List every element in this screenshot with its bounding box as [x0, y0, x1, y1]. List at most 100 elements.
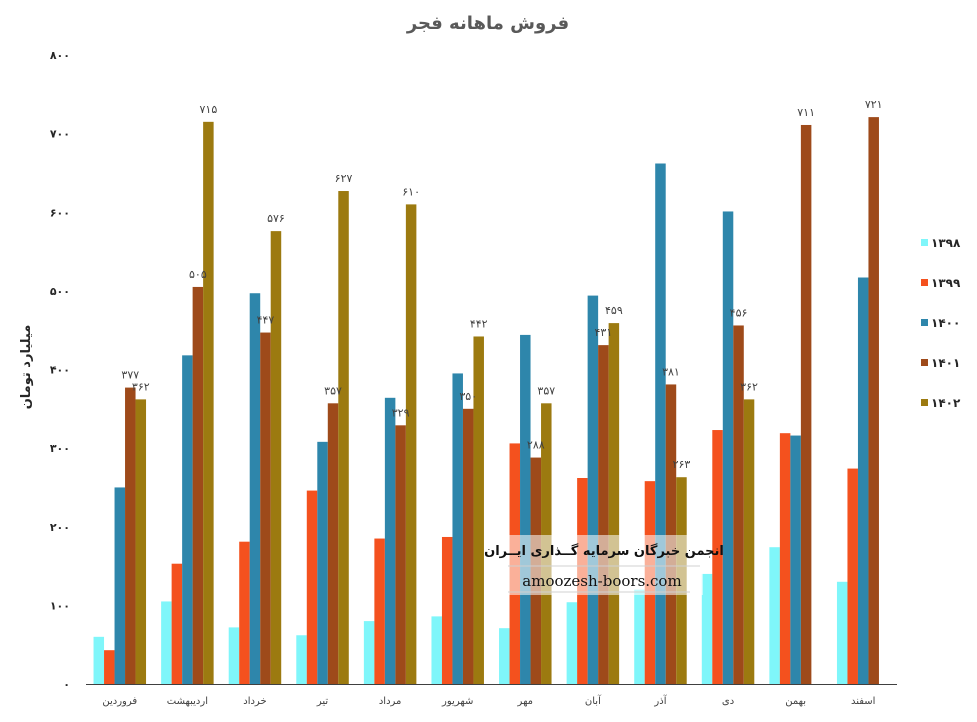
bar-۱۴۰۲-6 [473, 336, 484, 684]
bar-۱۴۰۱-11 [800, 124, 812, 684]
bar-۱۳۹۸-8 [566, 602, 578, 684]
bar-۱۴۰۰-2 [182, 355, 193, 684]
y-tick-label: ۵۰۰ [50, 285, 70, 298]
bar-۱۳۹۸-2 [161, 601, 172, 684]
data-label: ۳۶۲ [740, 380, 758, 393]
bar-۱۴۰۲-1 [135, 399, 147, 684]
data-label: ۴۴۷ [257, 314, 275, 327]
x-tick-label: مرداد [379, 696, 402, 707]
bar-۱۴۰۰-8 [587, 295, 599, 684]
chart-title: فروش ماهانه فجر [406, 13, 569, 34]
bar-۱۳۹۸-9 [634, 589, 645, 684]
data-label: ۵۷۶ [267, 212, 285, 225]
y-tick-label: ۱۰۰ [50, 599, 70, 612]
bar-۱۴۰۱-8 [598, 345, 609, 684]
bar-۱۳۹۸-1 [93, 636, 105, 684]
bar-۱۴۰۰-1 [114, 487, 126, 684]
watermark-backdrop [503, 535, 703, 595]
bar-۱۴۰۱-3 [260, 332, 271, 684]
bar-۱۳۹۸-4 [296, 635, 307, 684]
legend-swatch [921, 359, 928, 366]
x-tick-label: بهمن [785, 696, 806, 707]
y-tick-label: ۸۰۰ [50, 49, 70, 62]
y-tick-label: ۴۰۰ [50, 364, 70, 377]
x-tick-label: فروردین [102, 696, 137, 707]
bar-۱۴۰۰-4 [317, 441, 328, 684]
legend-swatch [921, 239, 928, 246]
bar-۱۳۹۸-12 [836, 581, 848, 684]
data-label: ۴۴۲ [470, 317, 488, 330]
x-tick-label: اردیبهشت [167, 696, 208, 707]
bar-۱۴۰۱-4 [327, 403, 339, 684]
data-label: ۷۲۱ [865, 98, 883, 111]
bar-۱۴۰۲-4 [338, 191, 349, 685]
bar-۱۳۹۸-5 [363, 621, 375, 684]
bar-۱۳۹۸-6 [431, 616, 442, 684]
bar-۱۳۹۹-4 [306, 490, 318, 684]
legend: ۱۳۹۸ ۱۳۹۹ ۱۴۰۰ ۱۴۰۱ ۱۴۰۲ [921, 236, 961, 410]
bar-۱۴۰۲-5 [405, 204, 417, 684]
bar-۱۴۰۰-7 [520, 334, 531, 684]
data-label: ۶۱۰ [402, 185, 420, 198]
bar-۱۴۰۱-6 [462, 408, 474, 684]
bar-۱۴۰۰-12 [857, 277, 869, 684]
bar-۱۳۹۸-3 [228, 627, 240, 684]
x-tick-label: خرداد [243, 696, 266, 707]
bar-۱۴۰۱-9 [665, 384, 677, 684]
bar-۱۴۰۲-8 [608, 323, 620, 684]
x-tick-label: شهریور [441, 696, 473, 707]
data-label: ۳۷۷ [121, 369, 139, 382]
legend-label: ۱۴۰۱ [931, 356, 960, 370]
y-tick-label: ۶۰۰ [50, 206, 70, 219]
bar-۱۳۹۹-3 [239, 541, 250, 684]
bar-۱۳۹۹-2 [171, 563, 183, 684]
data-label: ۳۵۷ [324, 384, 342, 397]
legend-label: ۱۴۰۲ [931, 396, 961, 410]
legend-swatch [921, 279, 928, 286]
y-tick-label: ۰ [63, 678, 70, 691]
bar-۱۳۹۸-7 [499, 628, 510, 684]
x-tick-label: مهر [517, 696, 533, 707]
y-tick-label: ۲۰۰ [50, 521, 70, 534]
bars-layer [93, 117, 879, 685]
data-label: ۳۵۰ [459, 390, 477, 403]
bar-۱۳۹۸-11 [769, 547, 780, 684]
bar-۱۴۰۰-10 [722, 211, 734, 684]
bar-۱۳۹۹-1 [104, 650, 115, 684]
data-label: ۴۵۹ [605, 304, 623, 317]
bar-۱۴۰۱-5 [395, 425, 406, 684]
x-tick-label: آبان [585, 694, 602, 707]
x-tick-label: تیر [316, 696, 329, 707]
y-tick-label: ۳۰۰ [50, 442, 70, 455]
watermark: انجمن خبرگان سرمایه گــذاری ایــران amoo… [484, 535, 724, 595]
watermark-url: amoozesh-boors.com [522, 572, 681, 590]
bar-۱۴۰۱-1 [125, 387, 136, 684]
x-tick-label: اسفند [851, 696, 875, 707]
data-label: ۳۵۷ [537, 384, 555, 397]
data-labels-layer: ۳۷۷۳۶۲۵۰۵۷۱۵۴۴۷۵۷۶۳۵۷۶۲۷۳۲۹۶۱۰۳۵۰۴۴۲۲۸۸۳… [121, 98, 882, 471]
y-axis-label: میلیارد تومان [19, 325, 34, 410]
data-label: ۴۵۶ [730, 306, 748, 319]
data-label: ۴۳۱ [595, 326, 613, 339]
bar-۱۴۰۲-3 [270, 231, 282, 684]
data-label: ۵۰۵ [189, 268, 207, 281]
legend-label: ۱۴۰۰ [931, 316, 960, 330]
bar-۱۴۰۰-9 [655, 163, 666, 684]
x-axis: فروردین اردیبهشت خرداد تیر مرداد شهریور مهر آبا… [102, 694, 875, 707]
bar-۱۴۰۰-6 [452, 373, 463, 684]
x-tick-label: دی [722, 696, 734, 707]
bar-۱۴۰۰-11 [790, 435, 801, 684]
data-label: ۳۲۹ [392, 406, 410, 419]
data-label: ۷۱۱ [797, 106, 815, 119]
data-label: ۷۱۵ [200, 103, 218, 116]
data-label: ۳۸۱ [662, 365, 680, 378]
legend-label: ۱۳۹۸ [931, 236, 961, 250]
bar-۱۴۰۱-10 [733, 325, 744, 684]
bar-۱۴۰۲-2 [203, 121, 214, 685]
bar-۱۳۹۹-11 [779, 433, 791, 684]
bar-۱۳۹۹-10 [712, 430, 723, 684]
legend-swatch [921, 399, 928, 406]
bar-۱۳۹۹-6 [441, 536, 453, 684]
y-tick-label: ۷۰۰ [50, 128, 70, 141]
